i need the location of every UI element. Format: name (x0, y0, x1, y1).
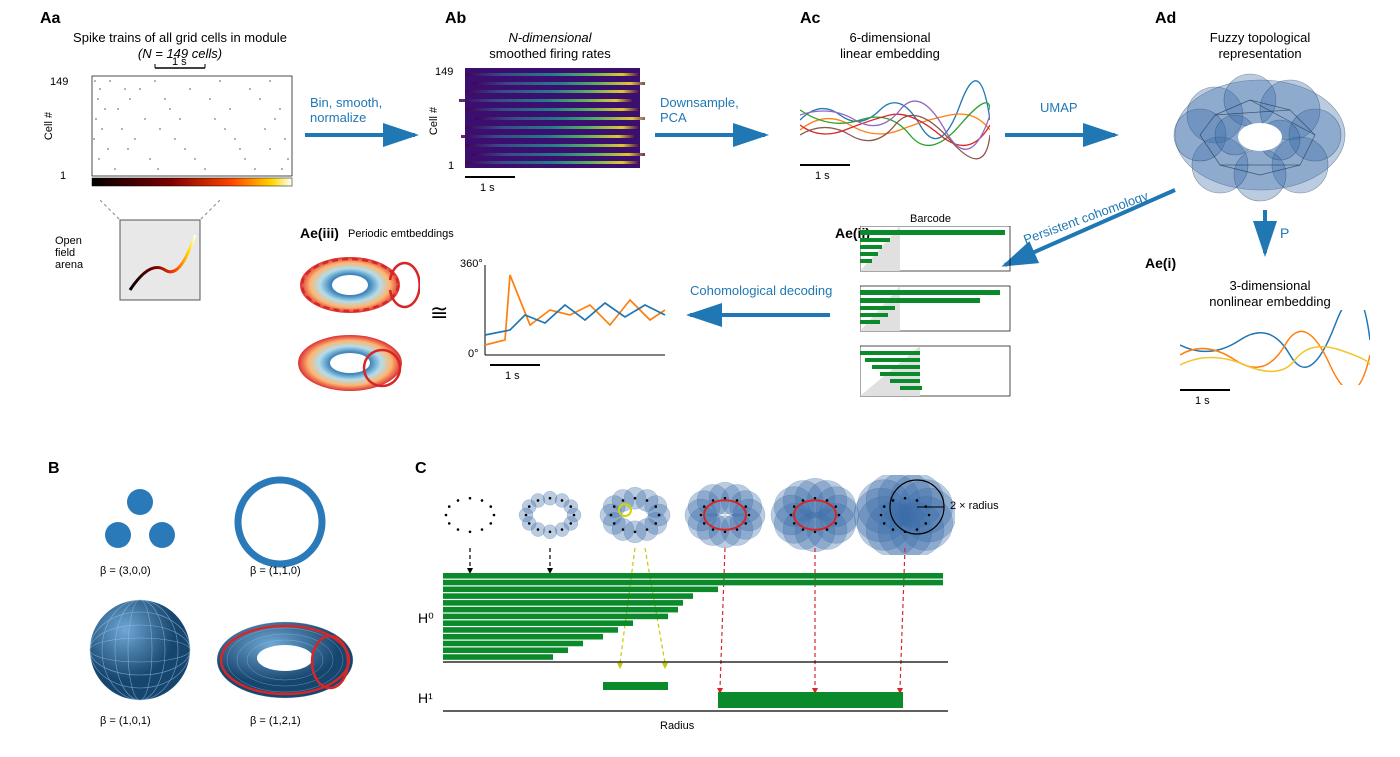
title-Aeiii: Periodic emtbeddings (348, 228, 454, 240)
arrow-2-label: Downsample, PCA (660, 95, 739, 125)
arrow-3 (1000, 110, 1130, 160)
label-Ab: Ab (445, 10, 466, 28)
heatmap-scalebar (465, 172, 535, 186)
decode-scale: 1 s (505, 370, 520, 382)
barcode (860, 226, 1020, 406)
title-Ad-1: Fuzzy topological (1160, 30, 1360, 45)
B-torus (210, 610, 370, 710)
arrow-6-label: Cohomological decoding (690, 283, 832, 298)
title-Ab-2: smoothed firing rates (455, 46, 645, 61)
heatmap (455, 68, 645, 178)
raster-yaxis: Cell # (43, 112, 55, 140)
label-C: C (415, 460, 427, 478)
title-Aeii: Barcode (910, 213, 951, 225)
B-beta4: β = (1,2,1) (250, 715, 301, 727)
pca-scale: 1 s (815, 170, 830, 182)
raster-plot (70, 68, 300, 188)
decode-ybot: 0° (468, 348, 479, 360)
B-threedots (80, 480, 200, 570)
title-Aa-1: Spike trains of all grid cells in module (60, 30, 300, 45)
pca-traces (800, 80, 990, 160)
C-H1: H¹ (418, 690, 433, 706)
pca-scalebar (800, 160, 870, 174)
label-Ad: Ad (1155, 10, 1176, 28)
C-xaxis: Radius (660, 720, 694, 732)
arena-inset (100, 200, 220, 315)
B-beta1: β = (3,0,0) (100, 565, 151, 577)
arrow-6 (680, 295, 840, 335)
B-sphere (75, 595, 205, 710)
figure-root: Aa Spike trains of all grid cells in mod… (0, 0, 1400, 757)
title-Ad-2: representation (1160, 46, 1360, 61)
C-ann: 2 × radius (950, 500, 999, 512)
label-Aei: Ae(i) (1145, 255, 1176, 271)
decode-scalebar (490, 360, 560, 374)
B-beta2: β = (1,1,0) (250, 565, 301, 577)
title-Ac-1: 6-dimensional (790, 30, 990, 45)
raster-ybot: 1 (60, 170, 66, 182)
heatmap-ytop: 149 (435, 66, 453, 78)
title-Aei-2: nonlinear embedding (1175, 294, 1365, 309)
heatmap-scale: 1 s (480, 182, 495, 194)
iso-symbol: ≅ (430, 300, 448, 326)
fuzzy-torus (1165, 65, 1355, 205)
raster-scale: 1 s (172, 56, 187, 68)
label-Aa: Aa (40, 10, 60, 28)
C-H0-bars (443, 572, 953, 667)
title-Aei-1: 3-dimensional (1175, 278, 1365, 293)
decoded-traces (470, 255, 670, 375)
B-ring (220, 472, 340, 572)
arrow-4-label: P (1280, 225, 1289, 241)
C-filtration (435, 475, 955, 555)
title-Ac-2: linear embedding (790, 46, 990, 61)
raster-scalebar (150, 58, 230, 72)
heatmap-ybot: 1 (448, 160, 454, 172)
heatmap-yaxis: Cell # (428, 107, 440, 135)
arena-label: Open field arena (55, 235, 95, 271)
periodic-tori (290, 245, 420, 405)
title-Ab-1: N-dimensional (455, 30, 645, 45)
label-Ac: Ac (800, 10, 820, 28)
B-beta3: β = (1,0,1) (100, 715, 151, 727)
C-H0: H⁰ (418, 610, 434, 627)
decode-ytop: 360° (460, 258, 483, 270)
label-B: B (48, 460, 60, 478)
arrow-3-label: UMAP (1040, 100, 1078, 115)
umap-scale: 1 s (1195, 395, 1210, 407)
raster-ytop: 149 (50, 76, 68, 88)
umap-traces (1180, 310, 1370, 385)
umap-scalebar (1180, 385, 1250, 399)
label-Aeiii: Ae(iii) (300, 225, 339, 241)
C-H1-bars (443, 678, 953, 716)
arrow-1-label: Bin, smooth, normalize (310, 95, 382, 125)
